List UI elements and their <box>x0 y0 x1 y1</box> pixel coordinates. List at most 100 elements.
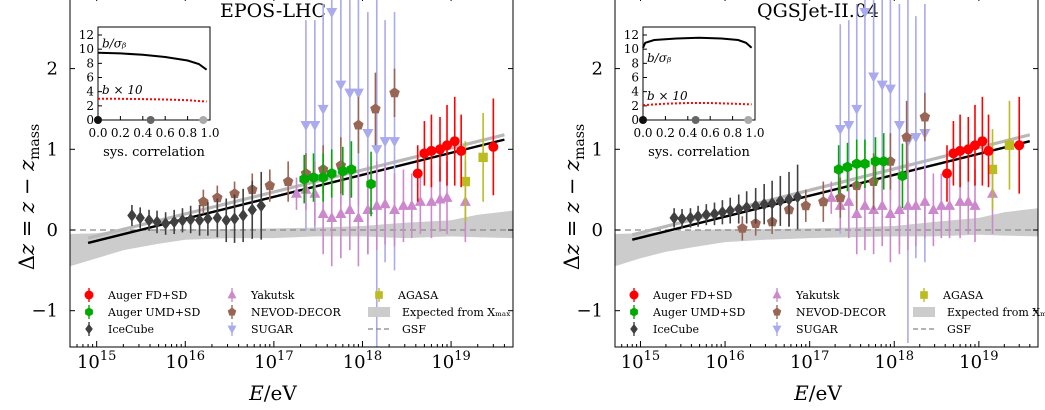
inset-x-tick-label: 0.0 <box>633 126 652 140</box>
data-point <box>884 207 896 218</box>
data-point <box>669 211 679 225</box>
data-point <box>264 180 275 191</box>
data-point <box>919 195 931 206</box>
x-tick-label: 1018 <box>343 349 382 373</box>
inset-correlation-marker <box>146 116 155 124</box>
legend-label: NEVOD-DECOR <box>251 306 341 319</box>
data-point <box>709 207 720 221</box>
legend-marker <box>772 290 782 299</box>
data-point <box>309 187 321 198</box>
legend-marker <box>85 323 93 335</box>
y-tick-label: 0 <box>592 220 603 241</box>
legend-marker <box>84 290 94 300</box>
legend-marker <box>630 307 638 317</box>
data-point <box>229 212 240 226</box>
legend: Auger FD+SD Auger UMD+SD IceCube Yakutsk NEV… <box>84 288 511 336</box>
data-point <box>897 170 908 182</box>
legend-item-auger-umd-sd: Auger UMD+SD <box>85 305 200 319</box>
legend-item-expected-from-x-max: Expected from Xₘₐₓ <box>368 306 511 319</box>
data-point <box>750 199 761 213</box>
data-point <box>935 199 947 210</box>
data-point <box>371 199 383 210</box>
data-point <box>725 204 735 217</box>
inset-ratio-curve <box>97 51 208 71</box>
data-point <box>759 197 769 211</box>
data-point <box>326 211 338 223</box>
data-point <box>308 172 319 183</box>
data-point <box>843 195 855 206</box>
data-point <box>833 164 844 175</box>
data-point <box>893 120 905 132</box>
data-point <box>221 213 231 227</box>
data-point <box>238 209 248 222</box>
legend-item-sugar: SUGAR <box>227 322 294 336</box>
inset-x-tick-label: 0.2 <box>656 126 675 140</box>
data-point <box>352 211 364 223</box>
inset-b-curve <box>98 97 207 103</box>
inset-x-tick-label: 0.6 <box>156 126 175 140</box>
data-point <box>144 213 154 227</box>
inset-x-label: sys. correlation <box>648 145 750 160</box>
data-point <box>212 211 222 225</box>
data-point <box>317 104 329 115</box>
legend-item-auger-umd-sd: Auger UMD+SD <box>630 305 745 319</box>
data-point <box>412 168 423 179</box>
data-point <box>256 199 266 213</box>
data-point <box>962 195 974 206</box>
inset-ratio-label: b/σᵦ <box>647 51 672 65</box>
series-auger-umd-sd <box>833 133 908 209</box>
data-point <box>870 155 881 167</box>
data-point <box>194 213 205 227</box>
inset-x-tick-label: 0.2 <box>111 126 130 140</box>
legend-label: GSF <box>402 323 426 336</box>
legend-label: NEVOD-DECOR <box>796 306 886 319</box>
data-point <box>366 178 376 190</box>
inset-y-tick-label: 8 <box>631 56 639 70</box>
data-point <box>969 199 981 210</box>
data-point <box>352 88 364 99</box>
series-auger-fd-sd <box>412 96 499 202</box>
data-point <box>851 104 863 115</box>
data-point <box>775 194 786 208</box>
data-point <box>212 192 223 203</box>
inset-x-tick-label: 0.8 <box>723 126 742 140</box>
x-axis-label: E/eV <box>248 381 297 405</box>
panel-title: QGSJet-II.04 <box>757 0 879 22</box>
data-point <box>198 196 209 207</box>
plot-area <box>70 0 513 347</box>
data-point <box>876 199 888 210</box>
legend-marker <box>375 291 383 299</box>
data-point <box>834 124 846 136</box>
legend-item-expected-from-x-max: Expected from Xₘₐₓ <box>913 306 1045 319</box>
data-point <box>460 176 471 187</box>
data-point <box>818 196 829 207</box>
legend-label: Auger UMD+SD <box>107 306 200 319</box>
series-icecube <box>669 164 803 230</box>
inset-correlation-marker <box>639 116 647 124</box>
data-point <box>317 207 329 218</box>
inset-y-tick-label: 12 <box>624 28 639 42</box>
data-point <box>851 207 863 218</box>
y-tick-label: 2 <box>47 59 58 80</box>
data-point <box>406 199 418 210</box>
series-icecube <box>127 171 266 243</box>
inset-b-label: b × 10 <box>647 89 688 103</box>
data-point <box>852 158 862 170</box>
data-point <box>335 80 347 91</box>
data-point <box>842 161 853 173</box>
data-point <box>353 119 364 130</box>
data-point <box>701 208 711 221</box>
data-point <box>152 215 162 229</box>
inset-y-tick-label: 12 <box>79 28 94 42</box>
data-point <box>442 140 453 151</box>
inset-ratio-curve <box>642 36 753 49</box>
inset-y-tick-label: 6 <box>86 71 94 85</box>
inset-x-label: sys. correlation <box>103 145 205 160</box>
legend-item-yakutsk: Yakutsk <box>772 288 840 302</box>
data-point <box>344 203 356 214</box>
inset-correlation-marker <box>94 116 102 124</box>
